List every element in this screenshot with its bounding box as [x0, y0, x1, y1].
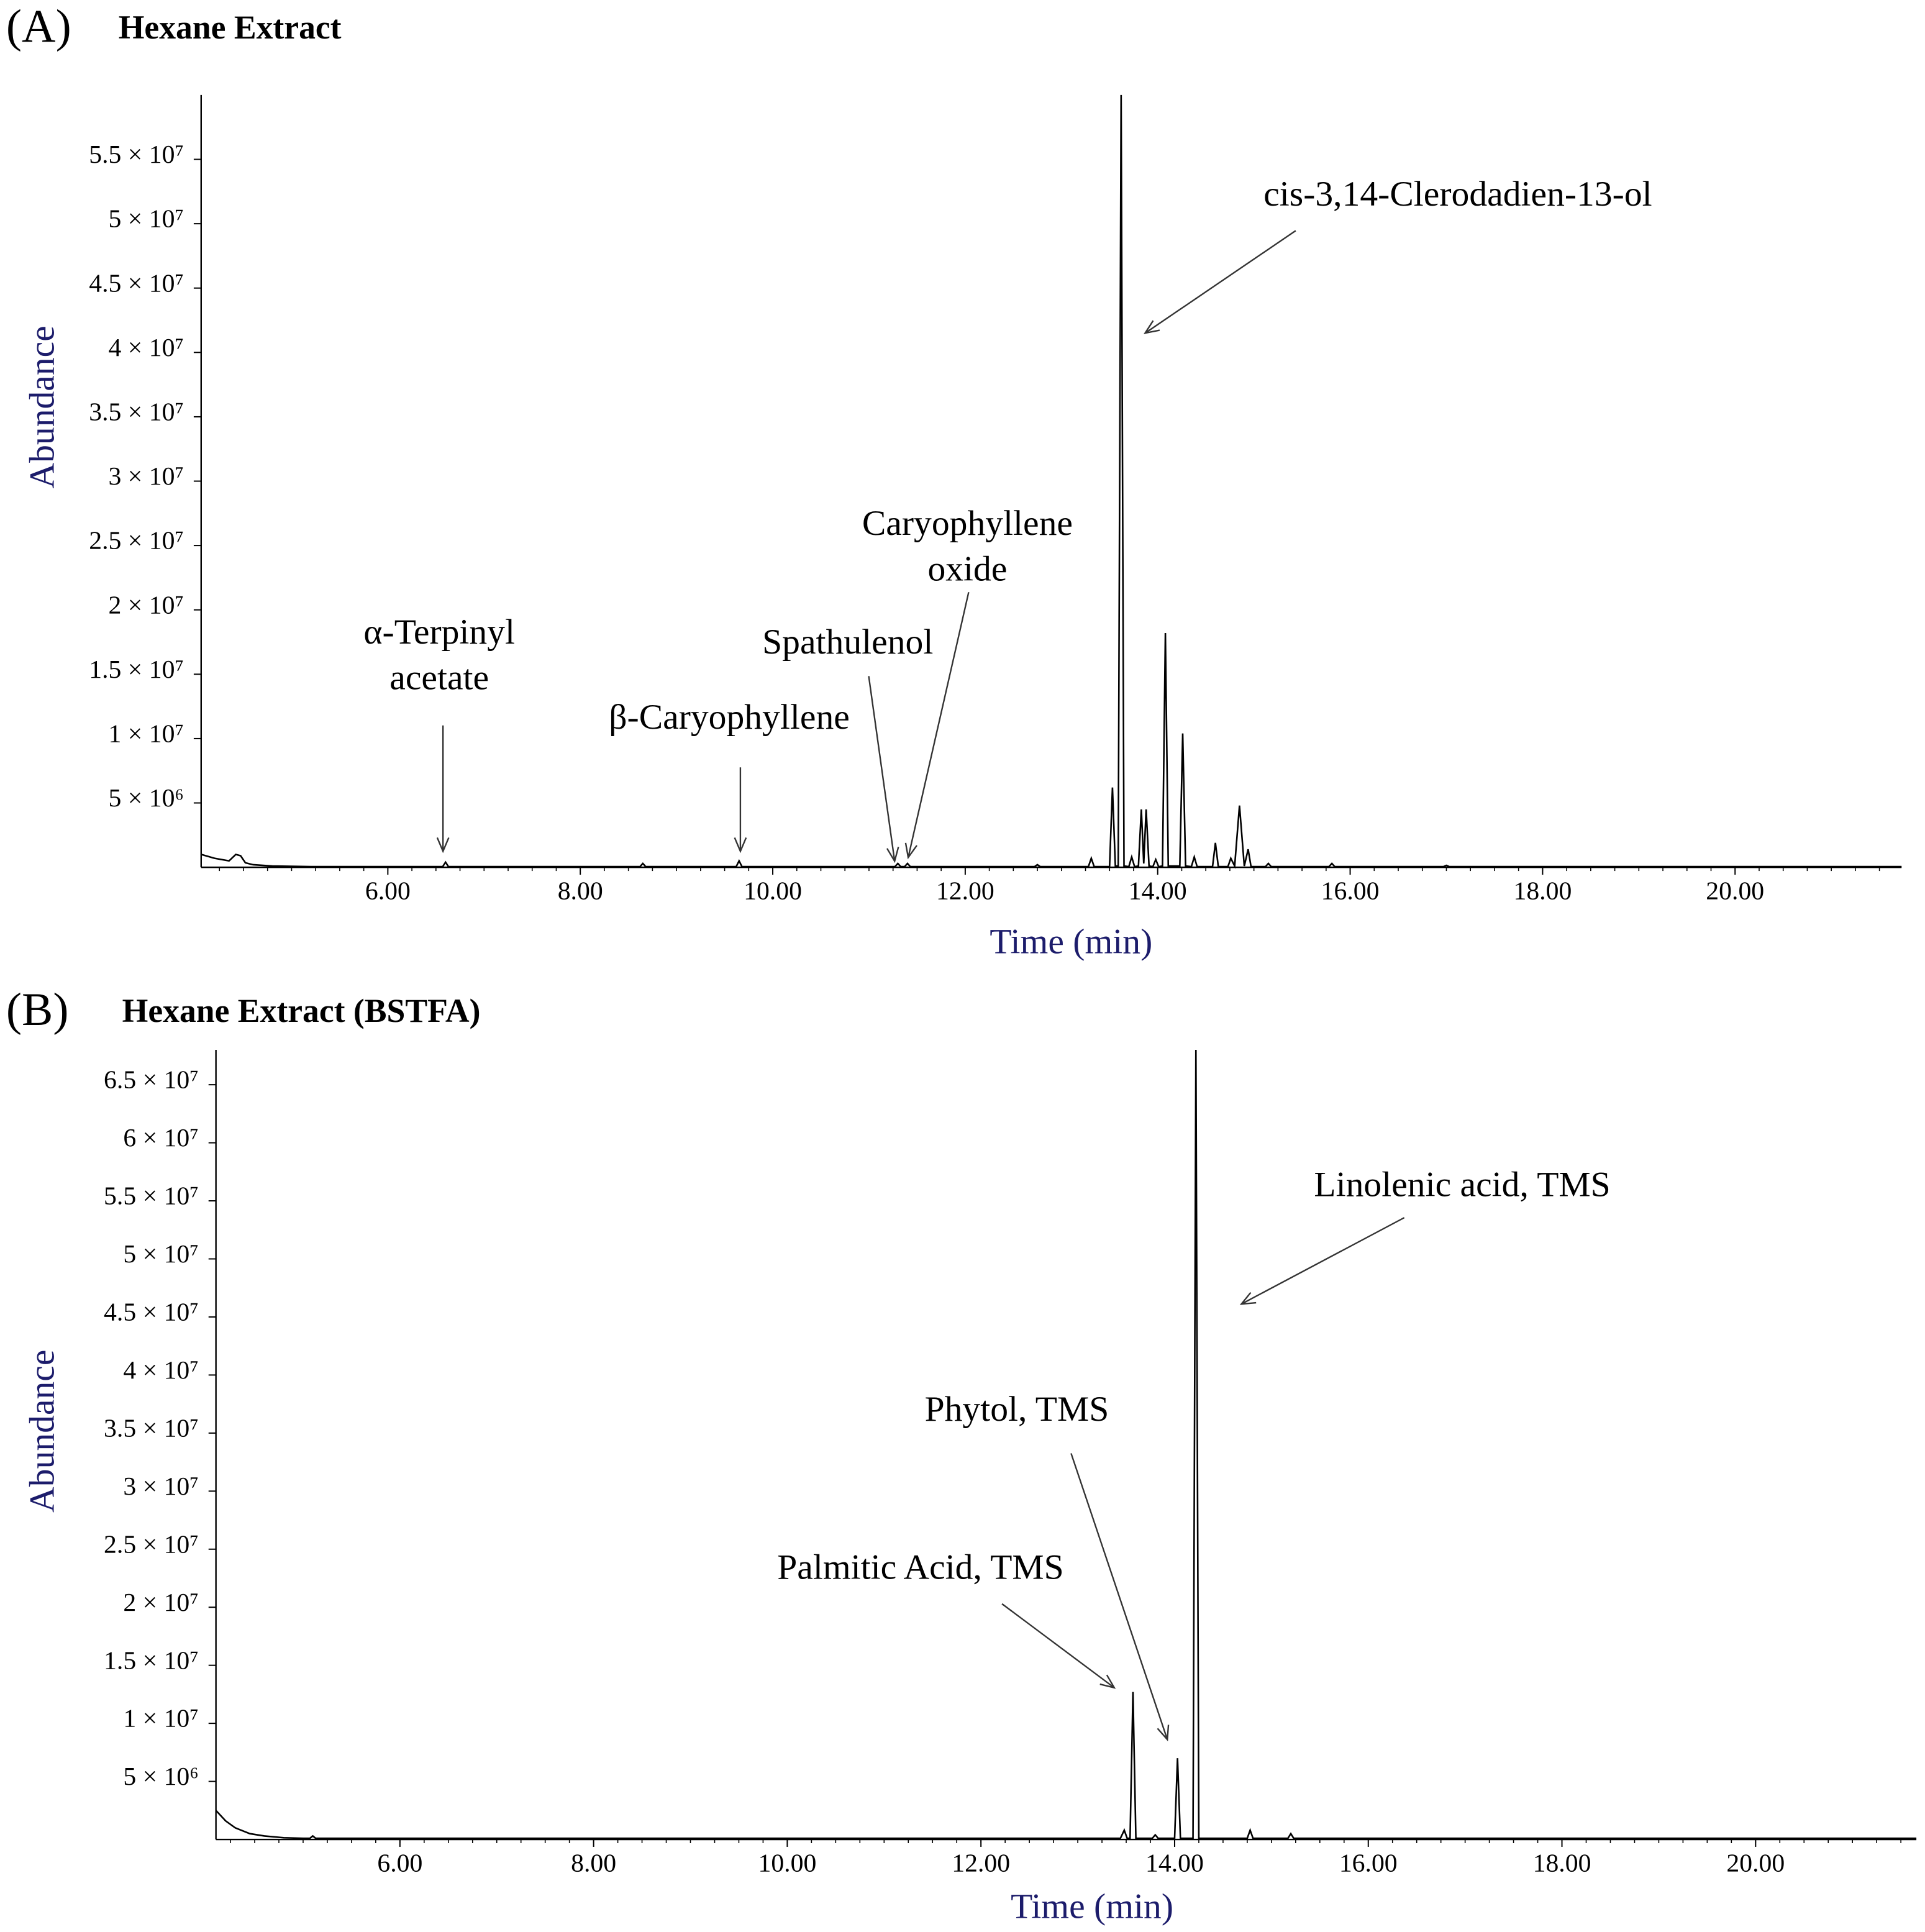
x-tick-label: 8.00 [571, 1849, 616, 1877]
y-tick-label: 3.5 × 10⁷ [89, 398, 184, 427]
annotation-text: cis-3,14-Clerodadien-13-ol [1263, 175, 1652, 214]
y-tick-label: 5 × 10⁷ [109, 205, 184, 234]
y-tick-label: 1 × 10⁷ [123, 1705, 198, 1733]
y-tick-label: 6.5 × 10⁷ [104, 1066, 199, 1095]
annotation-text: Caryophyllene [862, 504, 1073, 543]
y-tick-label: 5.5 × 10⁷ [104, 1182, 199, 1211]
annotation-text: Spathulenol [762, 622, 933, 662]
y-tick-label: 4.5 × 10⁷ [89, 269, 184, 298]
annotation-arrow [1001, 1603, 1115, 1688]
annotation-text: acetate [389, 658, 489, 697]
arrow-head [1239, 1292, 1257, 1305]
x-tick-label: 8.00 [558, 877, 603, 905]
chromatogram-trace [201, 94, 1902, 869]
annotation-arrow [868, 676, 896, 862]
annotation-text: oxide [927, 550, 1007, 589]
y-tick-label: 2 × 10⁷ [109, 591, 184, 619]
x-tick-label: 16.00 [1321, 877, 1380, 905]
y-tick-label: 3 × 10⁷ [109, 462, 184, 491]
x-tick-label: 18.00 [1533, 1849, 1591, 1877]
y-tick-label: 1 × 10⁷ [109, 720, 184, 749]
y-tick-label: 4.5 × 10⁷ [104, 1298, 199, 1327]
annotation-text: Phytol, TMS [925, 1390, 1109, 1429]
x-tick-label: 10.00 [758, 1849, 816, 1877]
y-axis-label: Abundance [23, 326, 62, 488]
y-axis-label: Abundance [23, 1350, 62, 1513]
arrow-head [904, 842, 917, 860]
annotation-arrow [1070, 1453, 1168, 1740]
arrow-head [734, 837, 747, 854]
y-tick-label: 4 × 10⁷ [123, 1356, 198, 1385]
x-tick-label: 14.00 [1145, 1849, 1204, 1877]
y-tick-label: 3 × 10⁷ [123, 1472, 198, 1501]
x-tick-label: 6.00 [365, 877, 411, 905]
y-tick-label: 5.5 × 10⁷ [89, 140, 184, 169]
y-tick-label: 5 × 10⁶ [109, 784, 184, 813]
y-tick-label: 2.5 × 10⁷ [89, 527, 184, 555]
x-tick-label: 20.00 [1706, 877, 1764, 905]
annotation-arrow [1144, 230, 1296, 334]
arrow-head [886, 846, 899, 863]
y-tick-label: 2 × 10⁷ [123, 1588, 198, 1617]
chart-title: Hexane Extract (BSTFA) [122, 992, 481, 1029]
annotation-text: β-Caryophyllene [609, 698, 850, 737]
arrow-head [1099, 1674, 1116, 1689]
x-axis-label: Time (min) [990, 922, 1152, 961]
annotation-text: α-Terpinyl [363, 613, 515, 652]
y-tick-label: 6 × 10⁷ [123, 1124, 198, 1152]
arrow-head [436, 837, 450, 854]
chromatogram-trace [215, 1050, 1917, 1839]
x-tick-label: 14.00 [1129, 877, 1187, 905]
x-tick-label: 12.00 [936, 877, 994, 905]
x-tick-label: 20.00 [1726, 1849, 1785, 1877]
panel-label: (B) [6, 984, 69, 1036]
panel-label: (A) [6, 1, 71, 52]
x-tick-label: 16.00 [1339, 1849, 1398, 1877]
x-tick-label: 6.00 [377, 1849, 422, 1877]
y-tick-label: 1.5 × 10⁷ [104, 1646, 199, 1675]
arrow-head [1143, 320, 1160, 334]
x-axis-label: Time (min) [1011, 1887, 1173, 1926]
annotation-text: Palmitic Acid, TMS [777, 1547, 1063, 1587]
annotation-text: Linolenic acid, TMS [1314, 1165, 1610, 1205]
arrow-head [1157, 1725, 1170, 1742]
x-tick-label: 12.00 [952, 1849, 1010, 1877]
y-tick-label: 3.5 × 10⁷ [104, 1414, 199, 1442]
y-tick-label: 5 × 10⁷ [123, 1240, 198, 1269]
x-tick-label: 10.00 [744, 877, 802, 905]
annotation-arrow [1240, 1217, 1405, 1305]
y-tick-label: 1.5 × 10⁷ [89, 655, 184, 684]
annotation-arrow [907, 591, 970, 858]
y-tick-label: 5 × 10⁶ [123, 1762, 198, 1791]
y-tick-label: 4 × 10⁷ [109, 334, 184, 362]
chart-title: Hexane Extract [119, 9, 342, 46]
x-tick-label: 18.00 [1513, 877, 1572, 905]
y-tick-label: 2.5 × 10⁷ [104, 1530, 199, 1559]
